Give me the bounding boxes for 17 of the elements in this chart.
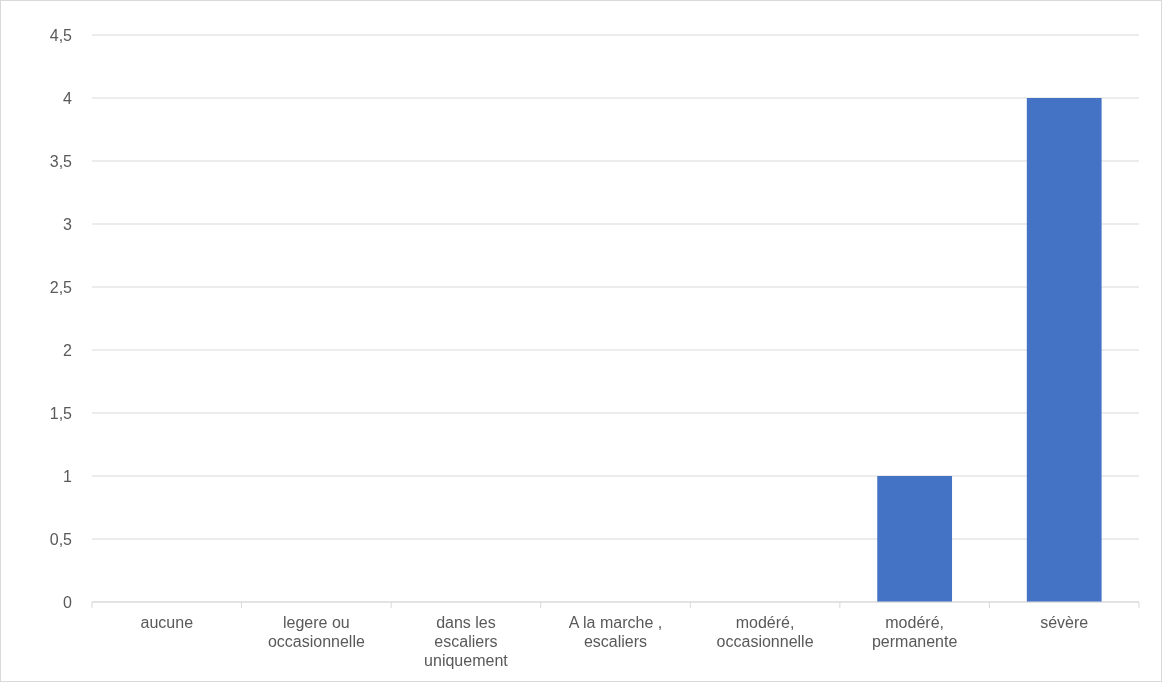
x-tick-label: dans les escaliers uniquement <box>424 614 509 669</box>
y-tick-label: 0,5 <box>49 530 73 548</box>
y-tick-label: 2,5 <box>49 278 73 296</box>
x-tick-label: aucune <box>140 614 194 631</box>
x-tick-label: legere ou occasionnelle <box>267 614 365 650</box>
x-tick-label: A la marche , escaliers <box>568 614 663 650</box>
y-tick-label: 4 <box>63 89 73 107</box>
x-tick-label: modéré, permanente <box>871 614 958 650</box>
x-tick-label: sévère <box>1040 614 1089 631</box>
y-tick-label: 2 <box>63 341 73 359</box>
y-tick-label: 1,5 <box>49 404 73 422</box>
y-tick-label: 1 <box>63 467 73 485</box>
y-tick-label: 3 <box>63 215 73 233</box>
x-tick-label: modéré, occasionnelle <box>716 614 814 650</box>
y-tick-label: 3,5 <box>49 152 73 170</box>
y-tick-label: 0 <box>63 593 73 611</box>
y-tick-label: 4,5 <box>49 26 73 44</box>
